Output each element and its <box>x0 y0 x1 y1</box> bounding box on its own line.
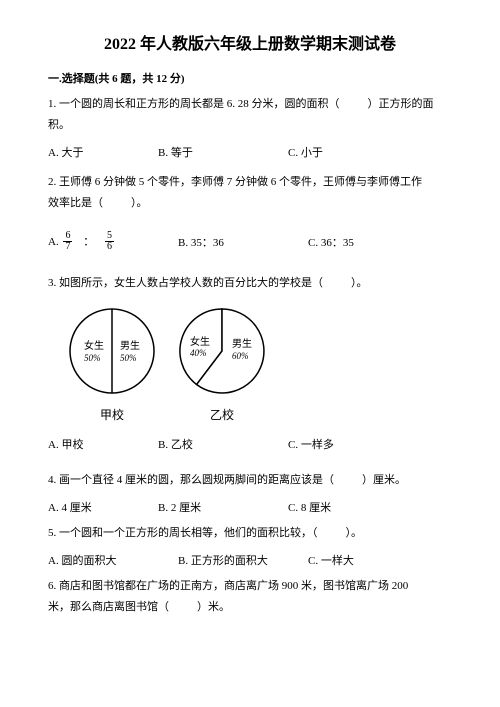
q2-options: A. 67 ： 56 B. 35：36 C. 36：35 <box>48 232 452 253</box>
colon: ： <box>83 236 94 248</box>
q1-options: A. 大于 B. 等于 C. 小于 <box>48 144 452 160</box>
q1-opt-c: C. 小于 <box>288 144 408 160</box>
q1-opt-a: A. 大于 <box>48 144 158 160</box>
q6-text-a: 6. 商店和图书馆都在广场的正南方，商店离广场 900 米，图书馆离广场 200 <box>48 580 408 592</box>
pie-b-left-label: 女生 <box>190 335 210 348</box>
question-2: 2. 王师傅 6 分钟做 5 个零件，李师傅 7 分钟做 6 个零件，王师傅与李… <box>48 172 452 214</box>
q4-text-b: ）厘米。 <box>362 474 406 486</box>
q5-text-a: 5. 一个圆和一个正方形的周长相等，他们的面积比较，（ <box>48 527 318 539</box>
q1-opt-b: B. 等于 <box>158 144 288 160</box>
page: 2022 年人教版六年级上册数学期末测试卷 一.选择题(共 6 题，共 12 分… <box>0 0 500 656</box>
section-heading-1: 一.选择题(共 6 题，共 12 分) <box>48 70 452 86</box>
q5-opt-a: A. 圆的面积大 <box>48 552 178 568</box>
question-1: 1. 一个圆的周长和正方形的周长都是 6. 28 分米，圆的面积（）正方形的面 … <box>48 94 452 136</box>
q3-text-b: ）。 <box>351 277 368 289</box>
question-6: 6. 商店和图书馆都在广场的正南方，商店离广场 900 米，图书馆离广场 200… <box>48 576 452 618</box>
q2-text-a: 2. 王师傅 6 分钟做 5 个零件，李师傅 7 分钟做 6 个零件，王师傅与李… <box>48 176 422 188</box>
pie-a-right-label: 男生 <box>120 339 140 352</box>
pie-b-group: 女生 40% 男生 60% 乙校 <box>180 309 264 422</box>
pie-b-left-pct: 40% <box>190 348 207 358</box>
question-5: 5. 一个圆和一个正方形的周长相等，他们的面积比较，（ ）。 <box>48 523 452 544</box>
question-3: 3. 如图所示，女生人数占学校人数的百分比大的学校是（ ）。 <box>48 273 452 294</box>
q2-opt-c: C. 36：35 <box>308 234 428 250</box>
q6-text-c: ）米。 <box>197 601 230 613</box>
q3-opt-a: A. 甲校 <box>48 436 158 452</box>
q3-text-a: 3. 如图所示，女生人数占学校人数的百分比大的学校是（ <box>48 277 323 289</box>
q1-text-b: ）正方形的面 <box>368 98 434 110</box>
q4-text-a: 4. 画一个直径 4 厘米的圆，那么圆规两脚间的距离应该是（ <box>48 474 334 486</box>
q5-opt-c: C. 一样大 <box>308 552 428 568</box>
q2-opt-a-label: A. <box>48 236 59 248</box>
q6-text-b: 米，那么商店离图书馆（ <box>48 601 169 613</box>
pie-a-caption: 甲校 <box>100 407 124 422</box>
q3-opt-b: B. 乙校 <box>158 436 288 452</box>
pie-b-caption: 乙校 <box>210 407 234 422</box>
q4-opt-c: C. 8 厘米 <box>288 499 408 515</box>
q3-diagram: 女生 50% 男生 50% 甲校 女生 40% 男生 60% 乙校 <box>62 301 452 426</box>
q2-opt-b: B. 35：36 <box>178 234 308 250</box>
q1-text-a: 1. 一个圆的周长和正方形的周长都是 6. 28 分米，圆的面积（ <box>48 98 340 110</box>
q3-options: A. 甲校 B. 乙校 C. 一样多 <box>48 436 452 452</box>
q4-opt-a: A. 4 厘米 <box>48 499 158 515</box>
q1-text-c: 积。 <box>48 119 70 131</box>
q4-options: A. 4 厘米 B. 2 厘米 C. 8 厘米 <box>48 499 452 515</box>
q4-opt-b: B. 2 厘米 <box>158 499 288 515</box>
fraction-1: 67 <box>63 231 72 252</box>
question-4: 4. 画一个直径 4 厘米的圆，那么圆规两脚间的距离应该是（ ）厘米。 <box>48 470 452 491</box>
q5-options: A. 圆的面积大 B. 正方形的面积大 C. 一样大 <box>48 552 452 568</box>
q5-opt-b: B. 正方形的面积大 <box>178 552 308 568</box>
q2-opt-a: A. 67 ： 56 <box>48 232 178 253</box>
q2-text-b: 效率比是（ <box>48 197 103 209</box>
document-title: 2022 年人教版六年级上册数学期末测试卷 <box>48 30 452 54</box>
pie-a-right-pct: 50% <box>120 353 137 363</box>
pie-b-right-label: 男生 <box>232 337 252 350</box>
pie-a-left-pct: 50% <box>84 353 101 363</box>
pie-charts-svg: 女生 50% 男生 50% 甲校 女生 40% 男生 60% 乙校 <box>62 301 292 426</box>
q2-text-c: ）。 <box>131 197 148 209</box>
pie-b-right-pct: 60% <box>232 351 249 361</box>
fraction-2: 56 <box>105 231 114 252</box>
q3-opt-c: C. 一样多 <box>288 436 408 452</box>
q5-text-b: ）。 <box>346 527 363 539</box>
pie-a-left-label: 女生 <box>84 339 104 352</box>
